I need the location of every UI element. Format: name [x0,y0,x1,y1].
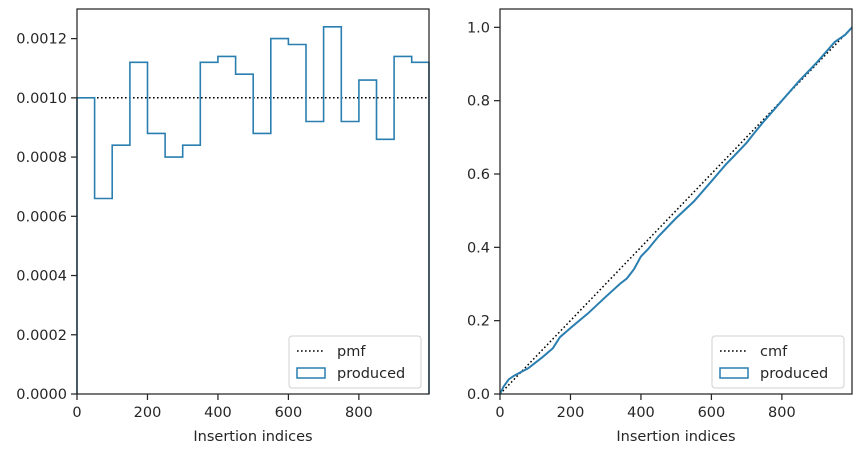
x-tick-label: 200 [557,405,585,421]
legend-box [288,335,422,389]
y-tick-label: 0.0006 [16,209,67,225]
series-cmf-line [499,26,853,395]
y-tick-label: 0.4 [467,240,490,256]
y-tick-label: 0.2 [467,314,490,330]
legend-box [711,335,845,389]
x-tick-label: 600 [698,405,726,421]
x-axis-label: Insertion indices [193,429,312,445]
legend-label: produced [760,366,828,382]
legend-label: produced [337,366,405,382]
series-produced-line [499,26,853,395]
legend-swatch-produced [296,367,326,379]
legend-label: cmf [760,344,788,360]
x-tick-label: 600 [275,405,303,421]
pmf-panel: 0 200 400 600 800 0.0000 0.0002 0.0004 0.0006 0.0… [16,8,430,445]
y-tick-label: 0.0008 [16,150,67,166]
x-axis-label: Insertion indices [616,429,735,445]
y-tick-label: 0.0000 [16,387,67,403]
x-tick-label: 200 [134,405,162,421]
legend-swatch-produced [719,367,749,379]
x-tick-label: 400 [204,405,232,421]
y-tick-label: 0.6 [467,167,490,183]
x-tick-label: 0 [72,405,81,421]
y-tick-label: 0.8 [467,94,490,110]
series-produced-line [76,25,430,394]
x-tick-label: 400 [627,405,655,421]
cmf-panel: 0 200 400 600 800 0.0 0.2 0.4 0.6 0.8 1.0 Insertion… [467,8,853,445]
axes-frame [76,8,430,395]
y-tick-label: 0.0004 [16,269,67,285]
y-tick-label: 1.0 [467,20,490,36]
legend: pmf produced [288,335,422,389]
y-tick-label: 0.0010 [16,91,67,107]
legend: cmf produced [711,335,845,389]
x-tick-label: 800 [768,405,796,421]
y-tick-label: 0.0012 [16,32,67,48]
x-tick-label: 800 [345,405,373,421]
axes-frame [499,8,853,395]
x-tick-label: 0 [495,405,504,421]
legend-label: pmf [337,344,366,360]
y-tick-label: 0.0002 [16,328,67,344]
y-tick-label: 0.0 [467,387,490,403]
